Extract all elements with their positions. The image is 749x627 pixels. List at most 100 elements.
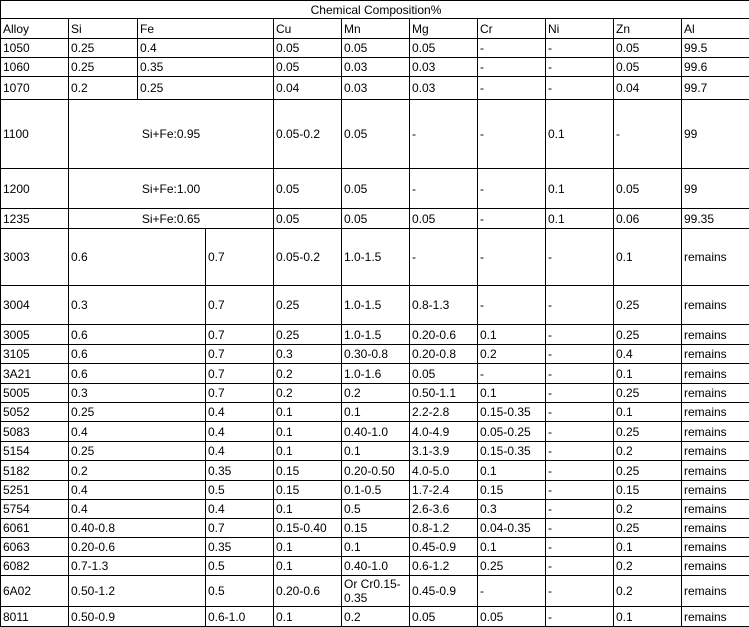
cell-zn: 0.25	[613, 421, 682, 442]
cell-si: 0.4	[68, 421, 206, 442]
cell-alloy: 3A21	[0, 363, 69, 384]
cell-mn: 0.40-1.0	[341, 421, 410, 442]
cell-mg: 0.05	[409, 38, 478, 58]
cell-alloy: 5005	[0, 383, 69, 403]
cell-cr: 0.1	[477, 383, 546, 403]
cell-cu: 0.05	[273, 38, 342, 58]
cell-cu: 0.1	[273, 402, 342, 422]
cell-mn: 1.0-1.5	[341, 285, 410, 325]
table-row: 3003 0.6 0.7 0.05-0.2 1.0-1.5- - -0.1 remains	[0, 228, 749, 286]
header-cr: Cr	[477, 18, 546, 39]
cell-zn: 0.1	[613, 606, 682, 627]
cell-al: remains	[681, 460, 749, 481]
cell-cu: 0.1	[273, 606, 342, 627]
cell-cu: 0.15	[273, 480, 342, 500]
cell-ni: -	[545, 421, 614, 442]
table-row: 3A21 0.6 0.7 0.2 1.0-1.6 0.05- -0.1 remains	[0, 363, 749, 384]
header-si: Si	[68, 18, 138, 39]
cell-si: 0.2	[68, 460, 206, 481]
cell-mg: 0.45-0.9	[409, 575, 478, 607]
table-row: 6061 0.40-0.8 0.7 0.15-0.40 0.15 0.8-1.2 0.04-…	[0, 518, 749, 538]
cell-al: remains	[681, 421, 749, 442]
cell-mn: 0.1	[341, 537, 410, 557]
header-row: Alloy Si Fe Cu Mn Mg Cr Ni Zn Al	[0, 18, 749, 39]
cell-fe: 0.4	[205, 499, 274, 519]
cell-cr: -	[477, 575, 546, 607]
cell-mn: 0.2	[341, 383, 410, 403]
cell-cu: 0.25	[273, 285, 342, 325]
table-row: 1070 0.2 0.25 0.04 0.03 0.03- -0.04 99.7	[0, 76, 749, 100]
cell-mg: 0.05	[409, 208, 478, 229]
cell-al: 99.5	[681, 38, 749, 58]
header-mg: Mg	[409, 18, 478, 39]
cell-zn: -	[613, 99, 682, 169]
header-cu: Cu	[273, 18, 342, 39]
cell-fe: 0.7	[205, 518, 274, 538]
cell-fe: 0.4	[137, 38, 274, 58]
cell-cr: 0.1	[477, 537, 546, 557]
cell-cr: 0.15-0.35	[477, 441, 546, 461]
cell-mn: 0.05	[341, 208, 410, 229]
cell-alloy: 3004	[0, 285, 69, 325]
cell-si: 0.6	[68, 363, 206, 384]
cell-zn: 0.06	[613, 208, 682, 229]
cell-mg: 0.8-1.3	[409, 285, 478, 325]
cell-mn: 0.1-0.5	[341, 480, 410, 500]
cell-alloy: 1070	[0, 76, 69, 100]
cell-fe: 0.6-1.0	[205, 606, 274, 627]
cell-al: 99.35	[681, 208, 749, 229]
cell-alloy: 5182	[0, 460, 69, 481]
cell-si: 0.4	[68, 499, 206, 519]
cell-mn: 0.40-1.0	[341, 556, 410, 576]
table-row: 5005 0.3 0.7 0.2 0.2 0.50-1.1 0.1-0.25 remains	[0, 383, 749, 403]
cell-al: remains	[681, 441, 749, 461]
cell-mg: 0.05	[409, 606, 478, 627]
cell-zn: 0.25	[613, 460, 682, 481]
cell-mn: 0.03	[341, 76, 410, 100]
cell-cr: -	[477, 208, 546, 229]
cell-cu: 0.15	[273, 460, 342, 481]
cell-si: 0.25	[68, 441, 206, 461]
cell-mg: 2.6-3.6	[409, 499, 478, 519]
header-mn: Mn	[341, 18, 410, 39]
cell-mg: 0.50-1.1	[409, 383, 478, 403]
cell-si-fe: Si+Fe:0.65	[68, 208, 274, 229]
cell-mn: 1.0-1.6	[341, 363, 410, 384]
cell-al: 99.6	[681, 57, 749, 77]
table-row: 5251 0.4 0.5 0.15 0.1-0.5 1.7-2.4 0.15-0.15 rem…	[0, 480, 749, 500]
cell-si: 0.3	[68, 285, 206, 325]
cell-ni: -	[545, 76, 614, 100]
cell-ni: -	[545, 606, 614, 627]
cell-ni: 0.1	[545, 99, 614, 169]
cell-mg: 4.0-5.0	[409, 460, 478, 481]
cell-zn: 0.15	[613, 480, 682, 500]
table-row: 6A02 0.50-1.2 0.5 0.20-0.6 Or Cr0.15-0.35 0.4…	[0, 575, 749, 607]
cell-ni: -	[545, 556, 614, 576]
cell-cr: 0.15	[477, 480, 546, 500]
cell-si: 0.50-1.2	[68, 575, 206, 607]
cell-zn: 0.1	[613, 363, 682, 384]
cell-zn: 0.25	[613, 518, 682, 538]
cell-mg: 2.2-2.8	[409, 402, 478, 422]
cell-fe: 0.35	[205, 537, 274, 557]
cell-cu: 0.2	[273, 363, 342, 384]
cell-cr: -	[477, 99, 546, 169]
cell-cr: 0.3	[477, 499, 546, 519]
cell-al: remains	[681, 363, 749, 384]
cell-cu: 0.05	[273, 208, 342, 229]
cell-cu: 0.20-0.6	[273, 575, 342, 607]
table-row: 5182 0.2 0.35 0.15 0.20-0.50 4.0-5.0 0.1-0.25 r…	[0, 460, 749, 481]
cell-mg: 0.8-1.2	[409, 518, 478, 538]
table-row: 3105 0.6 0.7 0.3 0.30-0.8 0.20-0.8 0.2-0.4 rema…	[0, 344, 749, 364]
cell-mg: 0.20-0.8	[409, 344, 478, 364]
cell-alloy: 3005	[0, 324, 69, 345]
cell-alloy: 1235	[0, 208, 69, 229]
header-al: Al	[681, 18, 749, 39]
cell-ni: -	[545, 575, 614, 607]
cell-fe: 0.5	[205, 556, 274, 576]
cell-ni: -	[545, 402, 614, 422]
cell-ni: -	[545, 460, 614, 481]
cell-cu: 0.05-0.2	[273, 99, 342, 169]
cell-zn: 0.2	[613, 499, 682, 519]
cell-zn: 0.1	[613, 402, 682, 422]
